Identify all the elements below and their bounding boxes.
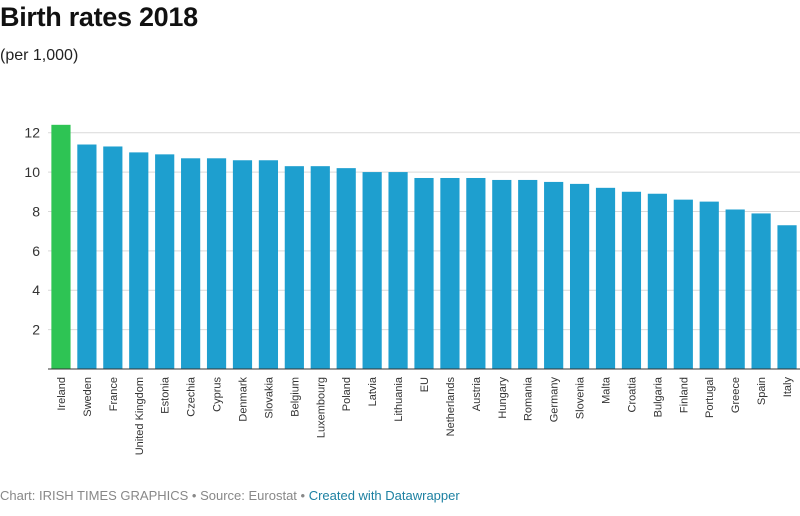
bar-belgium[interactable] [284, 166, 304, 369]
x-tick-label: Luxembourg [315, 377, 327, 438]
bar-greece[interactable] [725, 209, 745, 369]
x-tick-label: Slovakia [263, 376, 275, 418]
x-tick-label: Slovenia [575, 376, 587, 419]
x-tick-label: Poland [341, 377, 353, 411]
x-tick-label: Denmark [237, 377, 249, 422]
x-tick-label: Cyprus [212, 377, 224, 412]
x-tick-label: Czechia [186, 376, 198, 417]
bar-finland[interactable] [673, 199, 693, 369]
bar-germany[interactable] [544, 181, 564, 369]
x-tick-label: Malta [601, 376, 613, 404]
x-tick-label: Hungary [497, 377, 509, 419]
bar-eu[interactable] [414, 177, 434, 369]
x-tick-label: Italy [782, 377, 794, 398]
x-tick-label: Greece [730, 377, 742, 413]
chart-subtitle: (per 1,000) [0, 47, 79, 64]
x-tick-label: France [108, 377, 120, 411]
x-tick-label: Belgium [289, 377, 301, 417]
x-tick-label: Finland [678, 377, 690, 413]
x-tick-label: Germany [549, 377, 561, 423]
bar-france[interactable] [103, 146, 123, 369]
x-tick-label: Sweden [82, 377, 94, 417]
x-tick-label: Bulgaria [652, 376, 664, 417]
bar-hungary[interactable] [492, 179, 512, 369]
bar-luxembourg[interactable] [310, 166, 330, 369]
x-tick-label: Estonia [160, 376, 172, 414]
y-tick-label: 4 [32, 282, 40, 298]
bar-united-kingdom[interactable] [129, 152, 149, 369]
bar-ireland[interactable] [51, 124, 71, 369]
y-tick-label: 10 [24, 164, 40, 180]
bar-portugal[interactable] [699, 201, 719, 369]
bar-slovenia[interactable] [569, 183, 590, 369]
bar-croatia[interactable] [621, 191, 642, 369]
x-tick-label: United Kingdom [134, 377, 146, 455]
datawrapper-link[interactable]: Created with Datawrapper [308, 488, 460, 503]
x-tick-label: Latvia [367, 376, 379, 406]
footer: Chart: IRISH TIMES GRAPHICS • Source: Eu… [0, 488, 460, 503]
bar-romania[interactable] [518, 179, 538, 369]
source-credit: Source: Eurostat [200, 488, 297, 503]
bars [51, 124, 797, 369]
y-tick-label: 6 [32, 243, 40, 259]
x-tick-label: Ireland [56, 377, 68, 411]
separator: • [296, 488, 309, 503]
bar-latvia[interactable] [362, 172, 382, 369]
x-tick-label: Portugal [704, 377, 716, 418]
bar-netherlands[interactable] [440, 177, 460, 369]
bar-spain[interactable] [751, 213, 771, 369]
bar-slovakia[interactable] [258, 160, 279, 369]
separator: • [188, 488, 201, 503]
x-tick-label: Lithuania [393, 376, 405, 422]
x-tick-label: Spain [756, 377, 768, 405]
y-tick-label: 2 [32, 322, 40, 338]
x-tick-label: Romania [523, 376, 535, 421]
x-tick-label: Austria [471, 376, 483, 411]
bar-italy[interactable] [777, 225, 797, 369]
bar-poland[interactable] [336, 168, 356, 369]
bar-malta[interactable] [595, 187, 616, 369]
bar-czechia[interactable] [181, 158, 201, 369]
bar-cyprus[interactable] [206, 158, 227, 369]
y-axis-ticks: 2 4 6 8 10 12 [24, 125, 40, 338]
x-tick-label: Croatia [626, 376, 638, 412]
y-tick-label: 8 [32, 203, 40, 219]
x-tick-label: Netherlands [445, 377, 457, 437]
chart-title: Birth rates 2018 [0, 2, 198, 32]
bar-lithuania[interactable] [388, 172, 408, 369]
x-tick-label: EU [419, 377, 431, 392]
bar-austria[interactable] [466, 177, 486, 369]
bar-sweden[interactable] [77, 144, 97, 369]
bar-estonia[interactable] [155, 154, 175, 369]
bar-bulgaria[interactable] [647, 193, 667, 369]
chart-credit: Chart: IRISH TIMES GRAPHICS [0, 488, 189, 503]
y-tick-label: 12 [24, 125, 40, 141]
bar-denmark[interactable] [232, 160, 253, 369]
bar-chart: 2 4 6 8 10 12 Ireland Sweden France United Kingd… [24, 124, 800, 455]
x-axis-ticks: Ireland Sweden France United Kingdom Estonia… [56, 376, 794, 455]
